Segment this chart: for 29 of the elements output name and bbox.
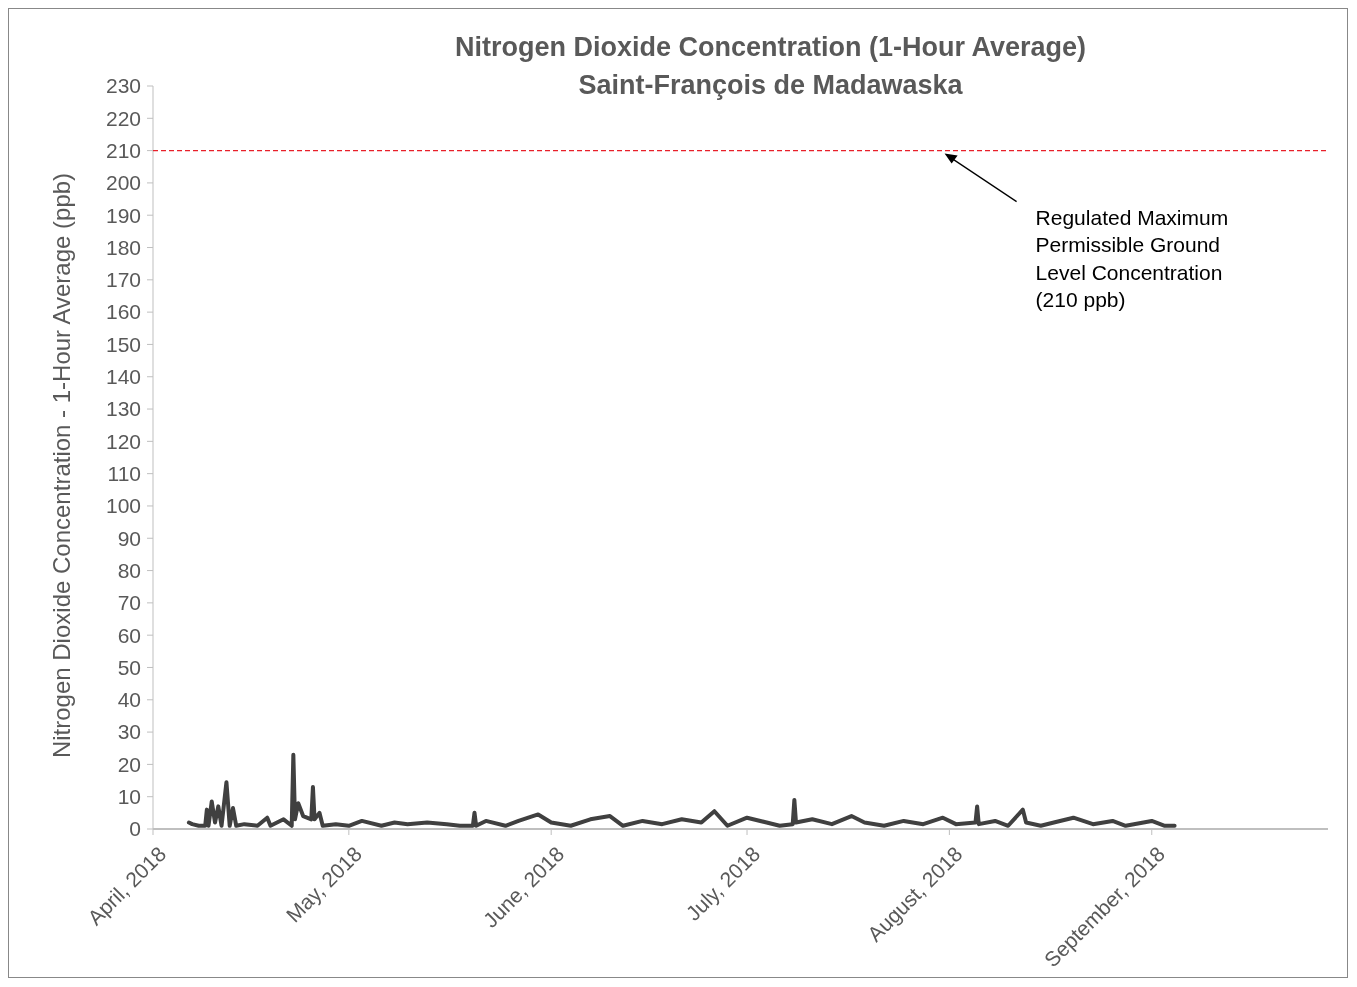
y-tick-label: 190 xyxy=(105,203,141,227)
y-tick-label: 210 xyxy=(105,138,141,162)
y-tick-label: 10 xyxy=(117,785,141,809)
y-tick-label: 90 xyxy=(117,526,141,550)
y-tick-label: 120 xyxy=(105,429,141,453)
y-tick-label: 100 xyxy=(105,494,141,518)
y-tick-label: 20 xyxy=(117,752,141,776)
y-tick-label: 160 xyxy=(105,300,141,324)
chart-title: Nitrogen Dioxide Concentration (1-Hour Average) xyxy=(454,32,1087,62)
y-tick-label: 80 xyxy=(117,558,141,582)
y-tick-label: 150 xyxy=(105,332,141,356)
y-tick-label: 50 xyxy=(117,655,141,679)
y-tick-label: 40 xyxy=(117,688,141,712)
y-tick-label: 110 xyxy=(107,462,141,485)
y-tick-label: 70 xyxy=(117,591,141,615)
y-axis-title: Nitrogen Dioxide Concentration - 1-Hour Average (ppb) xyxy=(48,172,75,759)
y-tick-label: 220 xyxy=(105,106,141,130)
ref-line-label: Regulated Maximum Permissible Ground Level Concentration (210 ppb) xyxy=(1035,205,1229,312)
line-series xyxy=(186,752,1177,828)
chart-subtitle: Saint-François de Madawaska xyxy=(578,70,964,100)
y-tick-label: 140 xyxy=(105,365,141,389)
y-tick-label: 30 xyxy=(117,720,141,744)
y-tick-label: 130 xyxy=(105,397,141,421)
y-tick-label: 170 xyxy=(105,268,141,292)
y-tick-label: 230 xyxy=(105,74,141,98)
y-tick-label: 60 xyxy=(117,623,141,647)
y-tick-label: 0 xyxy=(129,817,141,841)
y-tick-label: 180 xyxy=(105,235,141,259)
y-tick-label: 200 xyxy=(105,171,141,195)
